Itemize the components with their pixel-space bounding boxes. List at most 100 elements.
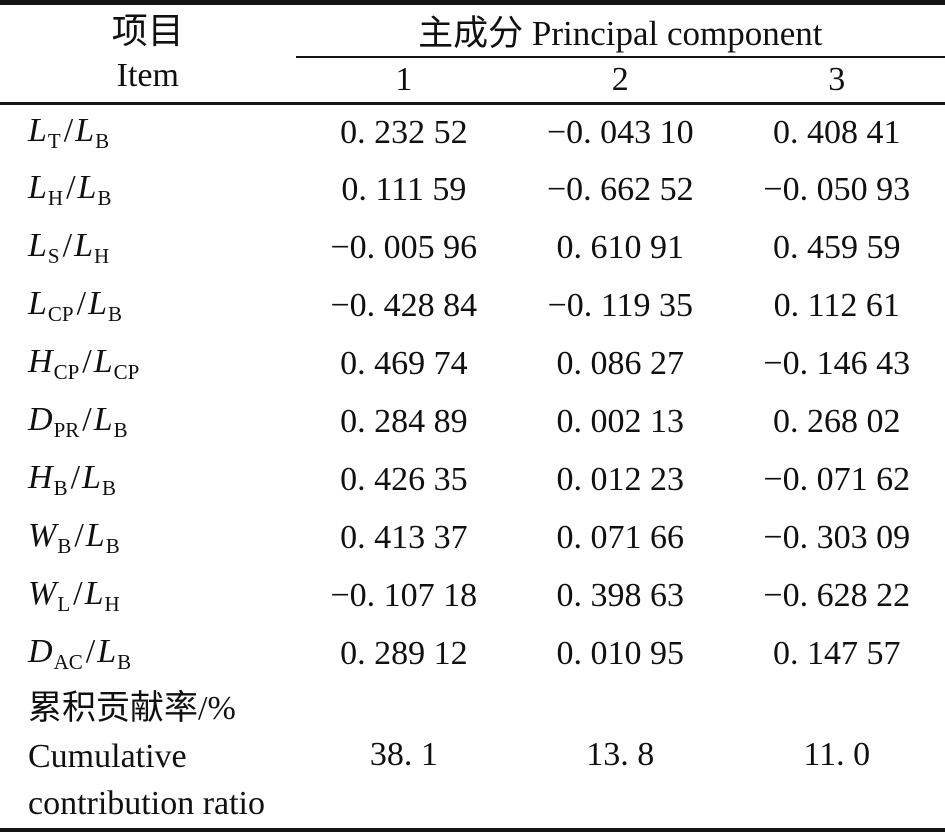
cell-value: 0. 012 23 — [556, 461, 685, 498]
cell-value: 0. 232 52 — [295, 101, 513, 161]
ratio-denominator: L — [82, 459, 101, 496]
cell-value: 0. 398 63 — [556, 577, 685, 614]
table-row: HCP/LCP 0. 469 74 0. 086 27 −0. 146 43 — [0, 335, 945, 393]
table-row: DPR/LB 0. 284 89 0. 002 13 0. 268 02 — [0, 393, 945, 451]
table-row: DAC/LB 0. 289 12 0. 010 95 0. 147 57 — [0, 625, 945, 683]
ratio-numerator-sub: AC — [53, 650, 83, 674]
ratio-numerator: L — [28, 169, 47, 206]
ratio-denominator-sub: B — [107, 302, 122, 326]
item-header-zh: 项目 — [111, 11, 184, 52]
ratio-slash: / — [66, 169, 76, 206]
cell-value: 0. 459 59 — [773, 229, 901, 266]
header-row-components: 1 2 3 — [0, 57, 945, 103]
ratio-denominator: L — [97, 633, 117, 670]
principal-component-header: 主成分 Principal component — [295, 2, 945, 58]
cumulative-label-zh: 累积贡献率/% — [28, 689, 236, 727]
cell-value: −0. 005 96 — [330, 229, 478, 266]
cell-value: 0. 284 89 — [340, 403, 468, 440]
cell-value: 0. 071 66 — [556, 519, 685, 556]
table-row: LT/LB 0. 232 52 −0. 043 10 0. 408 41 — [0, 101, 945, 161]
cumulative-label-en-line1: Cumulative — [28, 737, 187, 775]
ratio-numerator-sub: CP — [53, 360, 80, 384]
table-header: 项目 Item 主成分 Principal component 1 2 3 — [0, 2, 945, 104]
ratio-denominator-sub: B — [117, 650, 132, 674]
ratio-slash: / — [82, 401, 92, 438]
ratio-denominator: L — [75, 111, 95, 149]
ratio-slash: / — [82, 343, 92, 380]
ratio-numerator: D — [28, 401, 53, 438]
ratio-numerator-sub: S — [47, 244, 60, 268]
ratio-numerator: L — [28, 285, 47, 322]
table-row: LCP/LB −0. 428 84 −0. 119 35 0. 112 61 — [0, 277, 945, 335]
component-2-header: 2 — [611, 60, 629, 98]
table-row: LH/LB 0. 111 59 −0. 662 52 −0. 050 93 — [0, 161, 945, 219]
ratio-slash: / — [63, 111, 74, 149]
ratio-numerator: L — [28, 227, 47, 264]
cumulative-label-en-line2: contribution ratio — [28, 784, 266, 822]
cell-value: −0. 303 09 — [763, 519, 911, 556]
ratio-denominator-sub: B — [101, 476, 116, 500]
ratio-numerator: H — [28, 343, 53, 380]
table-row: WL/LH −0. 107 18 0. 398 63 −0. 628 22 — [0, 567, 945, 625]
cell-value: −0. 050 93 — [763, 171, 911, 208]
row-label: HCP/LCP — [0, 335, 296, 393]
ratio-numerator-sub: B — [57, 534, 72, 558]
ratio-slash: / — [70, 459, 81, 496]
ratio-numerator-sub: L — [57, 592, 71, 616]
ratio-denominator: L — [74, 227, 93, 264]
item-header-en: Item — [116, 57, 179, 95]
cell-value: −0. 662 52 — [546, 171, 694, 208]
ratio-numerator-sub: B — [53, 476, 68, 500]
cell-value: 0. 002 13 — [556, 403, 685, 440]
cumulative-contribution-row: 累积贡献率/% Cumulative contribution ratio 38… — [0, 683, 945, 830]
table-row: HB/LB 0. 426 35 0. 012 23 −0. 071 62 — [0, 451, 945, 509]
row-label: LS/LH — [0, 219, 296, 277]
ratio-denominator-sub: B — [105, 534, 120, 558]
cell-value: 0. 610 91 — [556, 229, 685, 266]
row-label: LCP/LB — [0, 277, 296, 335]
row-label: WL/LH — [0, 567, 296, 625]
ratio-denominator: L — [88, 285, 107, 322]
row-label: DPR/LB — [0, 393, 296, 451]
cell-value: −0. 628 22 — [763, 577, 911, 614]
table-row: WB/LB 0. 413 37 0. 071 66 −0. 303 09 — [0, 509, 945, 567]
ratio-denominator-sub: B — [113, 418, 128, 442]
ratio-denominator-sub: H — [104, 592, 120, 616]
row-label: HB/LB — [0, 451, 296, 509]
ratio-denominator-sub: H — [93, 244, 110, 268]
ratio-numerator: D — [28, 633, 53, 670]
cumulative-row-label: 累积贡献率/% Cumulative contribution ratio — [0, 683, 296, 830]
component-3-header: 3 — [828, 60, 846, 98]
cell-value: −0. 043 10 — [512, 101, 729, 161]
cell-value: 0. 408 41 — [728, 101, 945, 161]
cell-value: −0. 107 18 — [330, 577, 478, 614]
component-1-header: 1 — [395, 60, 413, 98]
ratio-denominator: L — [93, 343, 113, 380]
ratio-denominator: L — [93, 401, 113, 438]
ratio-numerator-sub: PR — [53, 418, 80, 442]
cell-value: 0. 289 12 — [340, 635, 468, 672]
row-label: LT/LB — [0, 101, 296, 161]
cell-value: 0. 010 95 — [556, 635, 685, 672]
ratio-slash: / — [76, 285, 87, 322]
ratio-slash: / — [73, 575, 83, 612]
cell-value: 0. 147 57 — [773, 635, 901, 672]
ratio-denominator: L — [77, 169, 97, 206]
ratio-denominator: L — [84, 575, 104, 612]
cumulative-value: 38. 1 — [369, 736, 438, 774]
ratio-numerator: H — [28, 459, 53, 496]
cell-value: 0. 469 74 — [340, 345, 468, 382]
header-row-group: 项目 Item 主成分 Principal component — [0, 2, 945, 94]
ratio-slash: / — [85, 633, 96, 670]
cell-value: 0. 268 02 — [773, 403, 901, 440]
table-body: LT/LB 0. 232 52 −0. 043 10 0. 408 41 LH/… — [0, 101, 945, 830]
ratio-numerator-sub: H — [47, 186, 64, 210]
cell-value: 0. 086 27 — [556, 345, 685, 382]
ratio-denominator-sub: B — [95, 128, 110, 153]
cumulative-value: 11. 0 — [803, 736, 871, 774]
cell-value: −0. 071 62 — [763, 461, 911, 498]
ratio-numerator-sub: CP — [47, 302, 74, 326]
cell-value: −0. 146 43 — [763, 345, 911, 382]
cell-value: 0. 426 35 — [340, 461, 468, 498]
